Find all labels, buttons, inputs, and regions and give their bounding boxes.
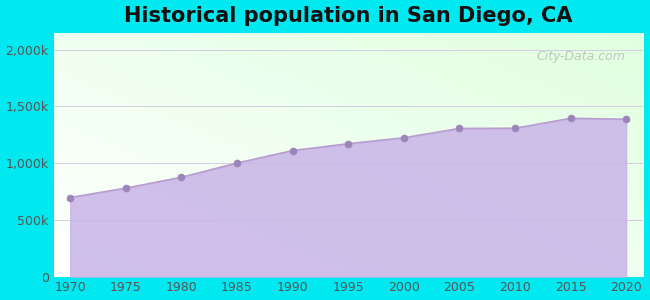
Title: Historical population in San Diego, CA: Historical population in San Diego, CA [124,6,573,26]
Text: City-Data.com: City-Data.com [536,50,625,63]
